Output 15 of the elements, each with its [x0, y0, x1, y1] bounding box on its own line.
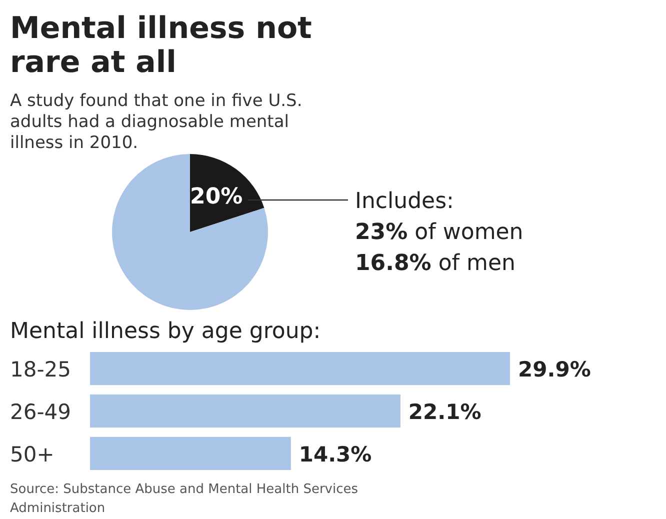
text: Includes:	[355, 189, 454, 214]
chart-title: Mental illness by age group:	[10, 319, 321, 344]
chart-title: Mental illness not rare at all	[10, 11, 312, 80]
source-note: Source: Substance Abuse and Mental Health Services Administration	[10, 482, 358, 516]
y-tick-label: 26-49	[10, 400, 72, 424]
y-tick-label: 18-25	[10, 358, 72, 382]
y-tick-label: 50+	[10, 442, 54, 466]
pie-slice	[112, 154, 268, 310]
text: 23% of women	[355, 220, 524, 245]
data-label: 20%	[190, 184, 243, 210]
chart-subtitle: A study found that one in five U.S. adults had a diagnosable mental illness in 2010.	[10, 91, 302, 153]
data-label: 29.9%	[518, 358, 591, 382]
text: 16.8% of men	[355, 251, 516, 276]
data-label: 22.1%	[408, 400, 482, 424]
data-label: 14.3%	[298, 442, 372, 466]
